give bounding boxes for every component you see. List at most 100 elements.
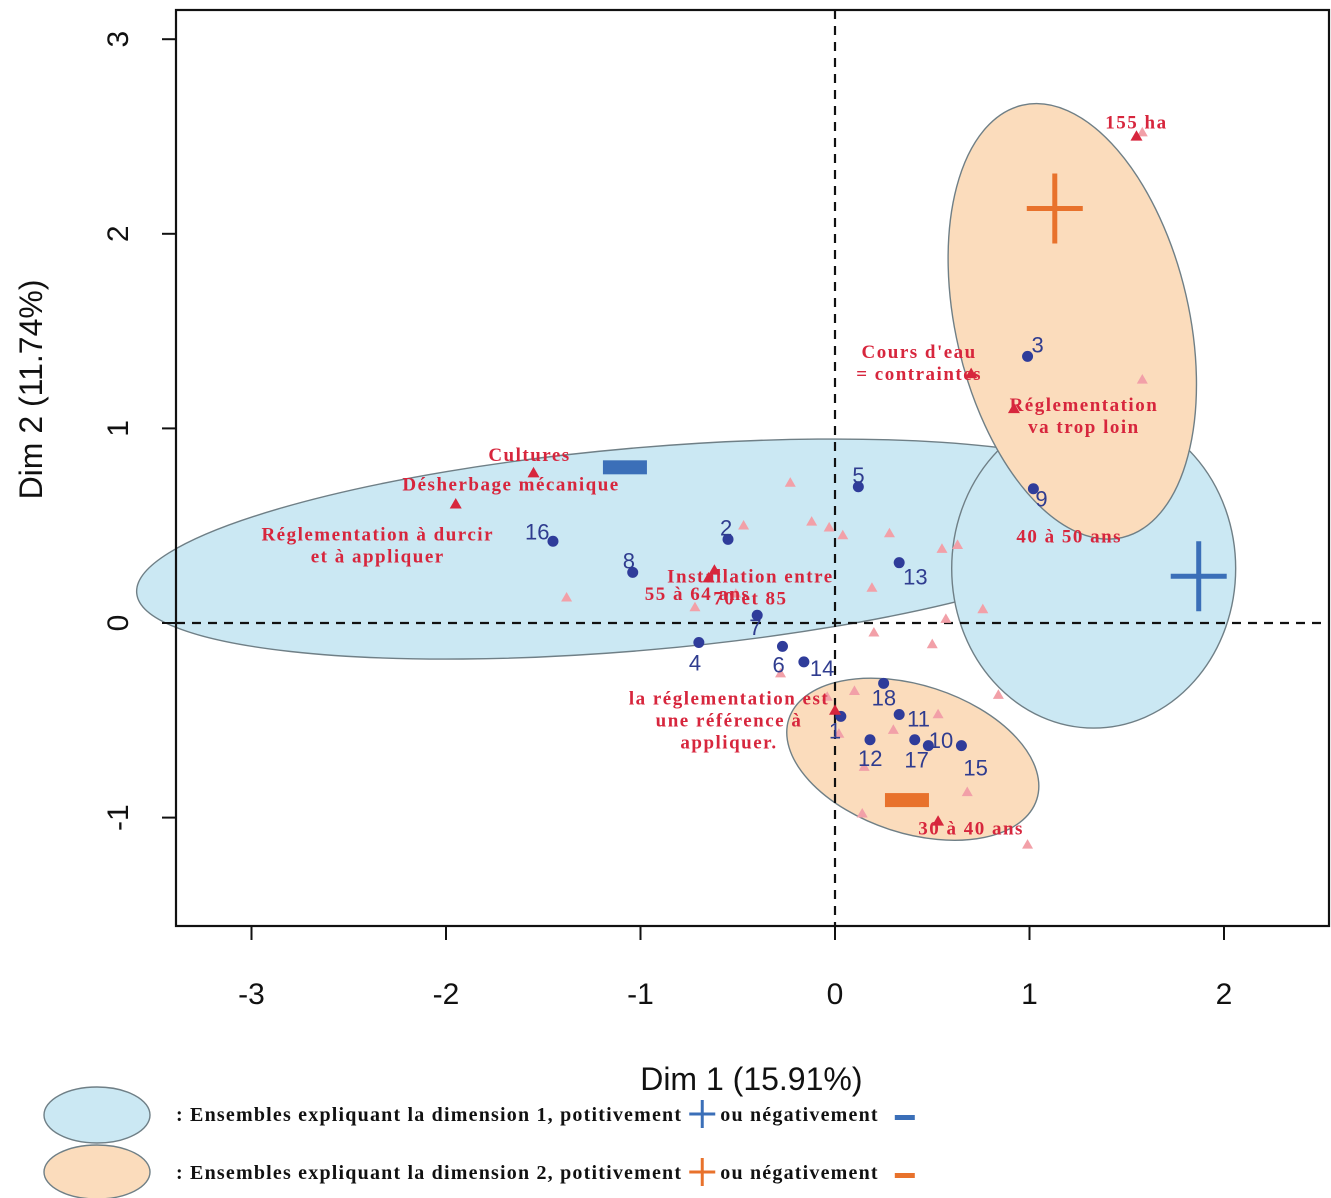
x-tick-label-5: 2 (1216, 978, 1233, 1011)
supplementary-point-1 (561, 591, 573, 602)
variable-label: va trop loin (1028, 417, 1140, 438)
supplementary-point-18 (856, 807, 868, 818)
supplementary-point-23 (775, 667, 787, 678)
variable-label: = contraintes (856, 364, 982, 385)
individual-11: 11 (893, 706, 930, 731)
individual-label: 17 (904, 748, 928, 773)
individual-label: 15 (963, 756, 987, 781)
group-marker-dim1-negative (602, 460, 647, 475)
individual-label: 1 (829, 718, 841, 743)
y-tick-label-2: 1 (102, 420, 135, 437)
supplementary-point-28 (1136, 126, 1148, 137)
group-marker-dim1-positive (1170, 541, 1227, 612)
variable-9: 40 à 50 ans (1016, 526, 1120, 547)
variable-1: 155 ha (1105, 113, 1166, 141)
legend-text-part-1: : Ensembles expliquant la dimension 2, p… (176, 1162, 682, 1184)
y-axis-title: Dim 2 (11.74%) (13, 280, 49, 500)
supplementary-point-2 (784, 477, 796, 487)
variable-label: Désherbage mécanique (402, 475, 619, 496)
individual-dot (878, 677, 890, 689)
individual-14: 14 (798, 656, 834, 681)
supplementary-point-12 (977, 603, 989, 614)
ellipse-dim2-3 (947, 102, 1198, 540)
variable-triangle (708, 564, 721, 575)
supplementary-point-21 (821, 691, 833, 701)
legend-text-part-1: : Ensembles expliquant la dimension 1, p… (176, 1104, 682, 1126)
group-marker-dim2-negative (884, 793, 929, 808)
individual-dot (955, 740, 967, 752)
individual-dot (864, 734, 876, 746)
y-tick-label-3: 2 (102, 225, 135, 242)
supplementary-point-16 (1022, 839, 1034, 849)
x-tick-label-1: -2 (433, 978, 460, 1011)
individual-6: 6 (772, 640, 788, 677)
marker-minus-bar (602, 460, 647, 475)
ellipse-dim2-4 (786, 677, 1040, 841)
legend-text-part-2: ou négativement (720, 1104, 879, 1126)
individual-dot (852, 481, 864, 493)
supplementary-point-6 (883, 527, 895, 538)
x-tick-label-2: -1 (627, 978, 654, 1011)
individual-13: 13 (893, 557, 928, 590)
supplementary-point-10 (868, 626, 880, 637)
individual-dot (893, 708, 905, 720)
individual-dot (722, 533, 734, 545)
variable-label: Réglementation (1010, 395, 1159, 416)
individual-label: 4 (689, 650, 701, 675)
x-tick-label-3: 0 (827, 978, 844, 1011)
individual-dot (798, 656, 810, 668)
supplementary-point-4 (823, 521, 835, 532)
variable-label: une référence à (656, 711, 803, 732)
variable-label: appliquer. (680, 733, 777, 754)
legend-text-part-2: ou négativement (720, 1162, 879, 1184)
individual-5: 5 (852, 463, 865, 493)
variable-4: Cultures (488, 445, 569, 478)
variable-5: Désherbage mécanique (402, 475, 619, 496)
x-tick-label-0: -3 (238, 978, 265, 1011)
variable-2: Cours d'eau= contraintes (856, 342, 982, 385)
individual-dot (893, 557, 905, 569)
supplementary-points (561, 126, 1148, 849)
y-tick-label-1: 0 (102, 615, 135, 632)
individual-17: 17 (904, 740, 934, 773)
variable-triangle (702, 571, 715, 583)
individual-label: 14 (810, 656, 834, 681)
legend-minus (894, 1115, 915, 1120)
variable-label: et à appliquer (311, 546, 445, 567)
supplementary-point-7 (936, 543, 948, 553)
variable-label: 30 à 40 ans (918, 818, 1024, 839)
variable-triangle (932, 815, 945, 826)
individual-3: 3 (1022, 332, 1044, 362)
individual-dot (693, 636, 705, 648)
individual-2: 2 (720, 515, 734, 545)
individual-label: 7 (749, 615, 761, 640)
individual-label: 13 (903, 565, 927, 590)
supplementary-point-20 (833, 728, 845, 738)
individual-7: 7 (749, 609, 763, 640)
variable-8: 55 à 64 ans (645, 571, 749, 605)
individual-dot (1027, 483, 1039, 495)
y-tick-label-4: 3 (102, 31, 135, 48)
confidence-ellipses (135, 102, 1237, 841)
individual-15: 15 (955, 740, 988, 781)
variable-points: 155 ha Cours d'eau= contraintes Réglementa… (261, 113, 1166, 840)
individual-label: 11 (907, 706, 930, 731)
individual-dot (922, 740, 934, 752)
group-marker-dim2-positive (1026, 173, 1083, 244)
supplementary-point-5 (837, 529, 849, 540)
supplementary-point-17 (858, 761, 870, 771)
supplementary-point-19 (887, 724, 899, 734)
reference-lines (176, 10, 1329, 926)
variable-triangle (527, 466, 540, 478)
supplementary-point-27 (1136, 374, 1148, 384)
supplementary-point-26 (738, 519, 750, 530)
variable-label: Réglementation à durcir (261, 524, 494, 545)
individual-4: 4 (689, 636, 705, 675)
variable-11: 30 à 40 ans (918, 815, 1024, 839)
individual-8: 8 (623, 548, 639, 578)
supplementary-point-24 (730, 588, 742, 598)
